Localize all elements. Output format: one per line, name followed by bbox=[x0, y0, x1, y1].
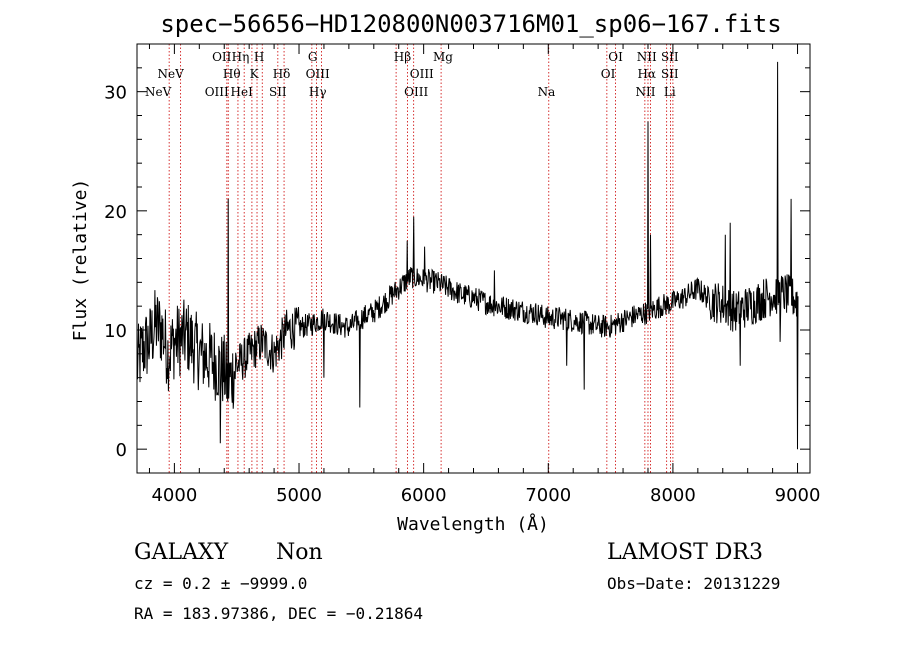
y-tick-label: 10 bbox=[104, 321, 127, 342]
y-tick-label: 0 bbox=[116, 440, 127, 461]
object-class: GALAXY bbox=[134, 540, 229, 565]
observation-date: Obs−Date: 20131229 bbox=[607, 574, 780, 593]
line-label: SII bbox=[661, 67, 679, 81]
line-label: G bbox=[308, 50, 318, 64]
line-label: OIII bbox=[410, 67, 434, 81]
object-subclass: Non bbox=[276, 540, 323, 565]
line-label: NeV bbox=[158, 67, 185, 81]
line-label: SII bbox=[661, 50, 679, 64]
x-tick-label: 9000 bbox=[775, 485, 821, 506]
survey-name: LAMOST DR3 bbox=[607, 540, 763, 565]
line-label: Li bbox=[664, 85, 676, 99]
x-tick-label: 5000 bbox=[276, 485, 322, 506]
line-label: Na bbox=[538, 85, 556, 99]
line-label: Hη bbox=[232, 50, 250, 64]
x-tick-label: 8000 bbox=[650, 485, 696, 506]
line-label: H bbox=[254, 50, 264, 64]
x-tick-label: 7000 bbox=[525, 485, 571, 506]
line-label: Hβ bbox=[394, 50, 411, 64]
coordinates-info: RA = 183.97386, DEC = −0.21864 bbox=[134, 604, 423, 623]
y-axis-label: Flux (relative) bbox=[70, 179, 91, 342]
line-label: OII bbox=[212, 50, 232, 64]
chart-title: spec−56656−HD120800N003716M01_sp06−167.f… bbox=[160, 10, 781, 38]
emission-line-labels: NeV NeV OII OIII Hθ Hη HeI HK Hδ SII G OIII Hγ Hβ OIII… bbox=[145, 50, 679, 99]
redshift-info: cz = 0.2 ± −9999.0 bbox=[134, 574, 307, 593]
line-label: OIII bbox=[205, 85, 229, 99]
line-label: NII bbox=[637, 50, 657, 64]
line-label: HeI bbox=[231, 85, 254, 99]
axis-ticks bbox=[137, 43, 810, 474]
x-tick-label: 4000 bbox=[151, 485, 197, 506]
line-label: Hθ bbox=[223, 67, 241, 81]
y-tick-label: 30 bbox=[104, 83, 127, 104]
line-label: OIII bbox=[404, 85, 428, 99]
line-label: OI bbox=[608, 50, 623, 64]
x-axis-label: Wavelength (Å) bbox=[397, 513, 549, 535]
line-label: OI bbox=[601, 67, 616, 81]
spectrum-line bbox=[136, 61, 799, 450]
emission-line-markers bbox=[168, 44, 674, 473]
line-label: Hδ bbox=[273, 67, 291, 81]
line-label: OIII bbox=[306, 67, 330, 81]
line-label: Hγ bbox=[309, 85, 327, 99]
line-label: Mg bbox=[433, 50, 453, 64]
line-label: SII bbox=[269, 85, 287, 99]
line-label: NII bbox=[635, 85, 655, 99]
x-tick-label: 6000 bbox=[401, 485, 447, 506]
line-label: NeV bbox=[145, 85, 172, 99]
line-label: K bbox=[250, 67, 260, 81]
line-label: Hα bbox=[637, 67, 656, 81]
y-tick-label: 20 bbox=[104, 202, 127, 223]
axis-tick-labels: 4000 5000 6000 7000 8000 9000 0 10 20 30 bbox=[104, 83, 820, 506]
